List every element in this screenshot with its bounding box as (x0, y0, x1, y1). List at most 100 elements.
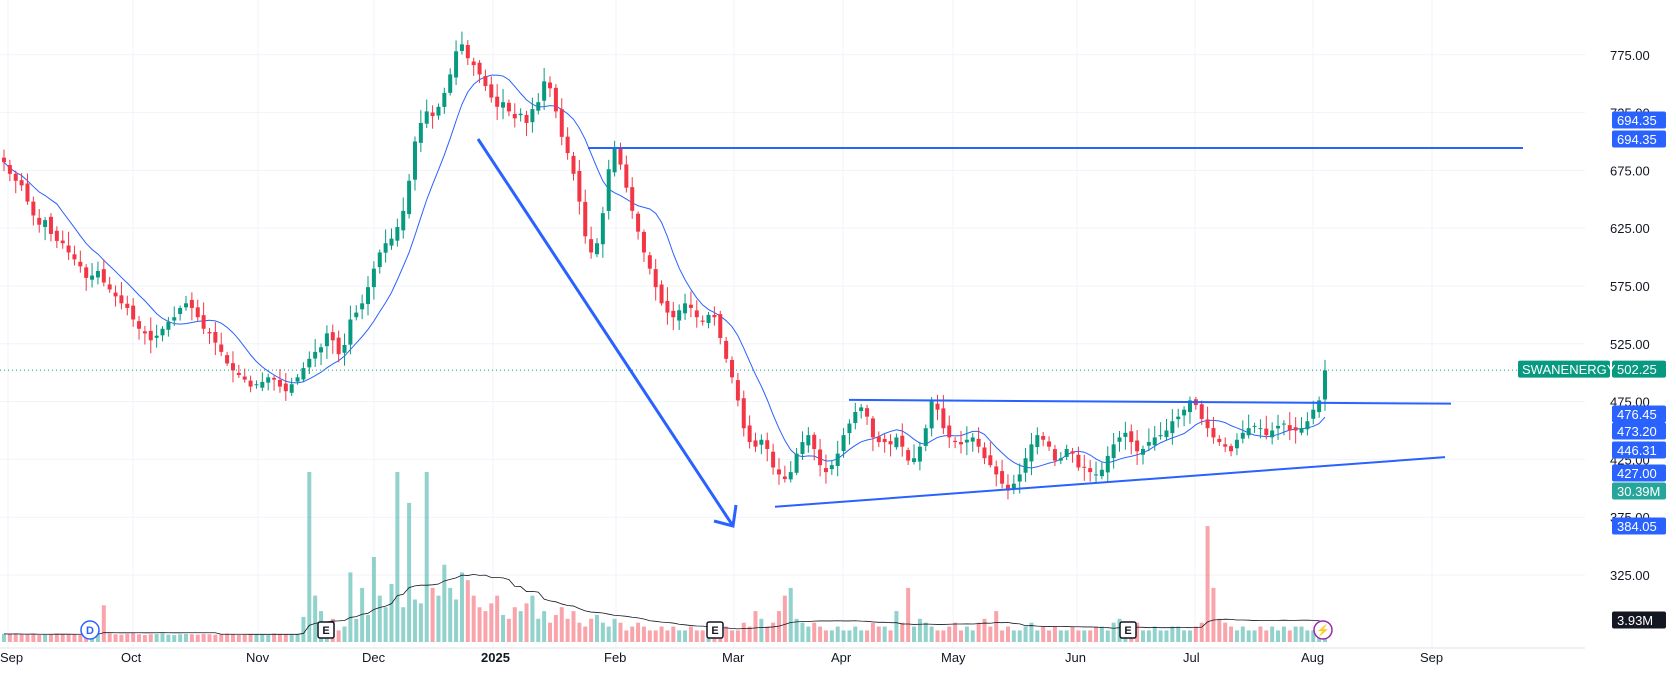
volume-bar (1158, 630, 1163, 642)
volume-bar (794, 618, 799, 642)
volume-bar (371, 557, 376, 642)
candle-body (571, 155, 576, 174)
candle-body (741, 398, 746, 429)
volume-bar (577, 622, 582, 642)
volume-bar (800, 622, 805, 642)
candle-body (330, 332, 335, 341)
volume-bar (1164, 630, 1169, 642)
candle-body (78, 261, 83, 267)
candle-body (489, 84, 494, 98)
volume-bar (935, 630, 940, 642)
candle-body (630, 187, 635, 211)
candle-body (1264, 428, 1269, 436)
x-tick-label: May (941, 650, 966, 665)
volume-bar (360, 587, 365, 642)
volume-bar (688, 626, 693, 642)
time-axis[interactable]: Sep Oct Nov Dec 2025 Feb Mar Apr May Jun Jul Aug Sep (0, 650, 1443, 665)
candle-body (536, 102, 541, 111)
candle-body (412, 141, 417, 180)
volume-bar (730, 630, 735, 642)
candle-body (853, 412, 858, 424)
candle-body (906, 450, 911, 461)
candle-body (1229, 446, 1234, 452)
x-tick-label: Dec (362, 650, 386, 665)
volume-bar (583, 626, 588, 642)
price-label-box (1612, 360, 1666, 378)
candle-body (201, 315, 206, 329)
volume-bar (1000, 630, 1005, 642)
candle-body (917, 446, 922, 462)
event-marker-box (1119, 621, 1137, 639)
volume-ma-path (3, 573, 1326, 635)
candle-body (606, 169, 611, 211)
candle-body (683, 303, 688, 314)
x-tick-label: Oct (121, 650, 142, 665)
volume-bar (1140, 630, 1145, 642)
volume-bar (747, 626, 752, 642)
candle-body (225, 355, 230, 364)
candle-body (19, 180, 24, 186)
y-tick-label: 775.00 (1610, 48, 1650, 63)
volume-bar (647, 630, 652, 642)
trend-drawings[interactable] (476, 138, 1523, 528)
candle-body (401, 210, 406, 231)
candle-body (295, 377, 300, 382)
candle-body (600, 213, 605, 245)
candle-body (7, 164, 12, 174)
candle-body (982, 447, 987, 459)
volume-bar (841, 630, 846, 642)
volume-bar (1005, 626, 1010, 642)
volume-bar (759, 618, 764, 642)
candle-body (301, 368, 306, 380)
volume-bar (348, 572, 353, 642)
candle-body (841, 435, 846, 452)
x-tick-label: Nov (246, 650, 270, 665)
volume-bar (354, 618, 359, 642)
candle-body (383, 243, 388, 253)
candle-body (1123, 432, 1128, 437)
y-tick-label: 625.00 (1610, 221, 1650, 236)
volume-bar (589, 618, 594, 642)
x-tick-label: Jun (1065, 650, 1086, 665)
candle-body (865, 408, 870, 417)
candle-body (659, 284, 664, 304)
volume-bar (894, 611, 899, 642)
volume-bar (700, 630, 705, 642)
volume-bar (189, 634, 194, 642)
price-label-text: 694.35 (1617, 113, 1657, 128)
volume-bar (917, 618, 922, 642)
volume-bar (1258, 626, 1263, 642)
volume-bar (113, 634, 118, 642)
candle-body (354, 312, 359, 318)
volume-bar (724, 626, 729, 642)
candle-body (812, 434, 817, 449)
volume-bar (929, 626, 934, 642)
event-marker-label: ⚡ (1316, 624, 1330, 637)
candle-body (66, 245, 71, 253)
volume-bar (1017, 630, 1022, 642)
volume-bar (653, 630, 658, 642)
candle-body (970, 437, 975, 442)
volume-bar (178, 634, 183, 642)
candle-body (506, 102, 511, 112)
volume-bar (1193, 626, 1198, 642)
event-marker-circle (1313, 620, 1333, 640)
candle-body (454, 51, 459, 78)
candle-body (1287, 425, 1292, 431)
volume-bar (148, 634, 153, 642)
volume-bar (166, 634, 171, 642)
volume-bar (172, 635, 177, 642)
candle-body (2, 157, 6, 163)
y-tick-label: 575.00 (1610, 279, 1650, 294)
volume-bar (37, 635, 42, 642)
volume-bar (976, 622, 981, 642)
candle-body (366, 287, 371, 305)
candle-body (54, 230, 59, 241)
volume-bar (665, 630, 670, 642)
volume-bar (1146, 630, 1151, 642)
event-markers[interactable]: D E E E ⚡ (80, 620, 1333, 640)
volume-bar (2, 633, 6, 642)
volume-bar (565, 618, 570, 642)
volume-bar (137, 634, 142, 642)
